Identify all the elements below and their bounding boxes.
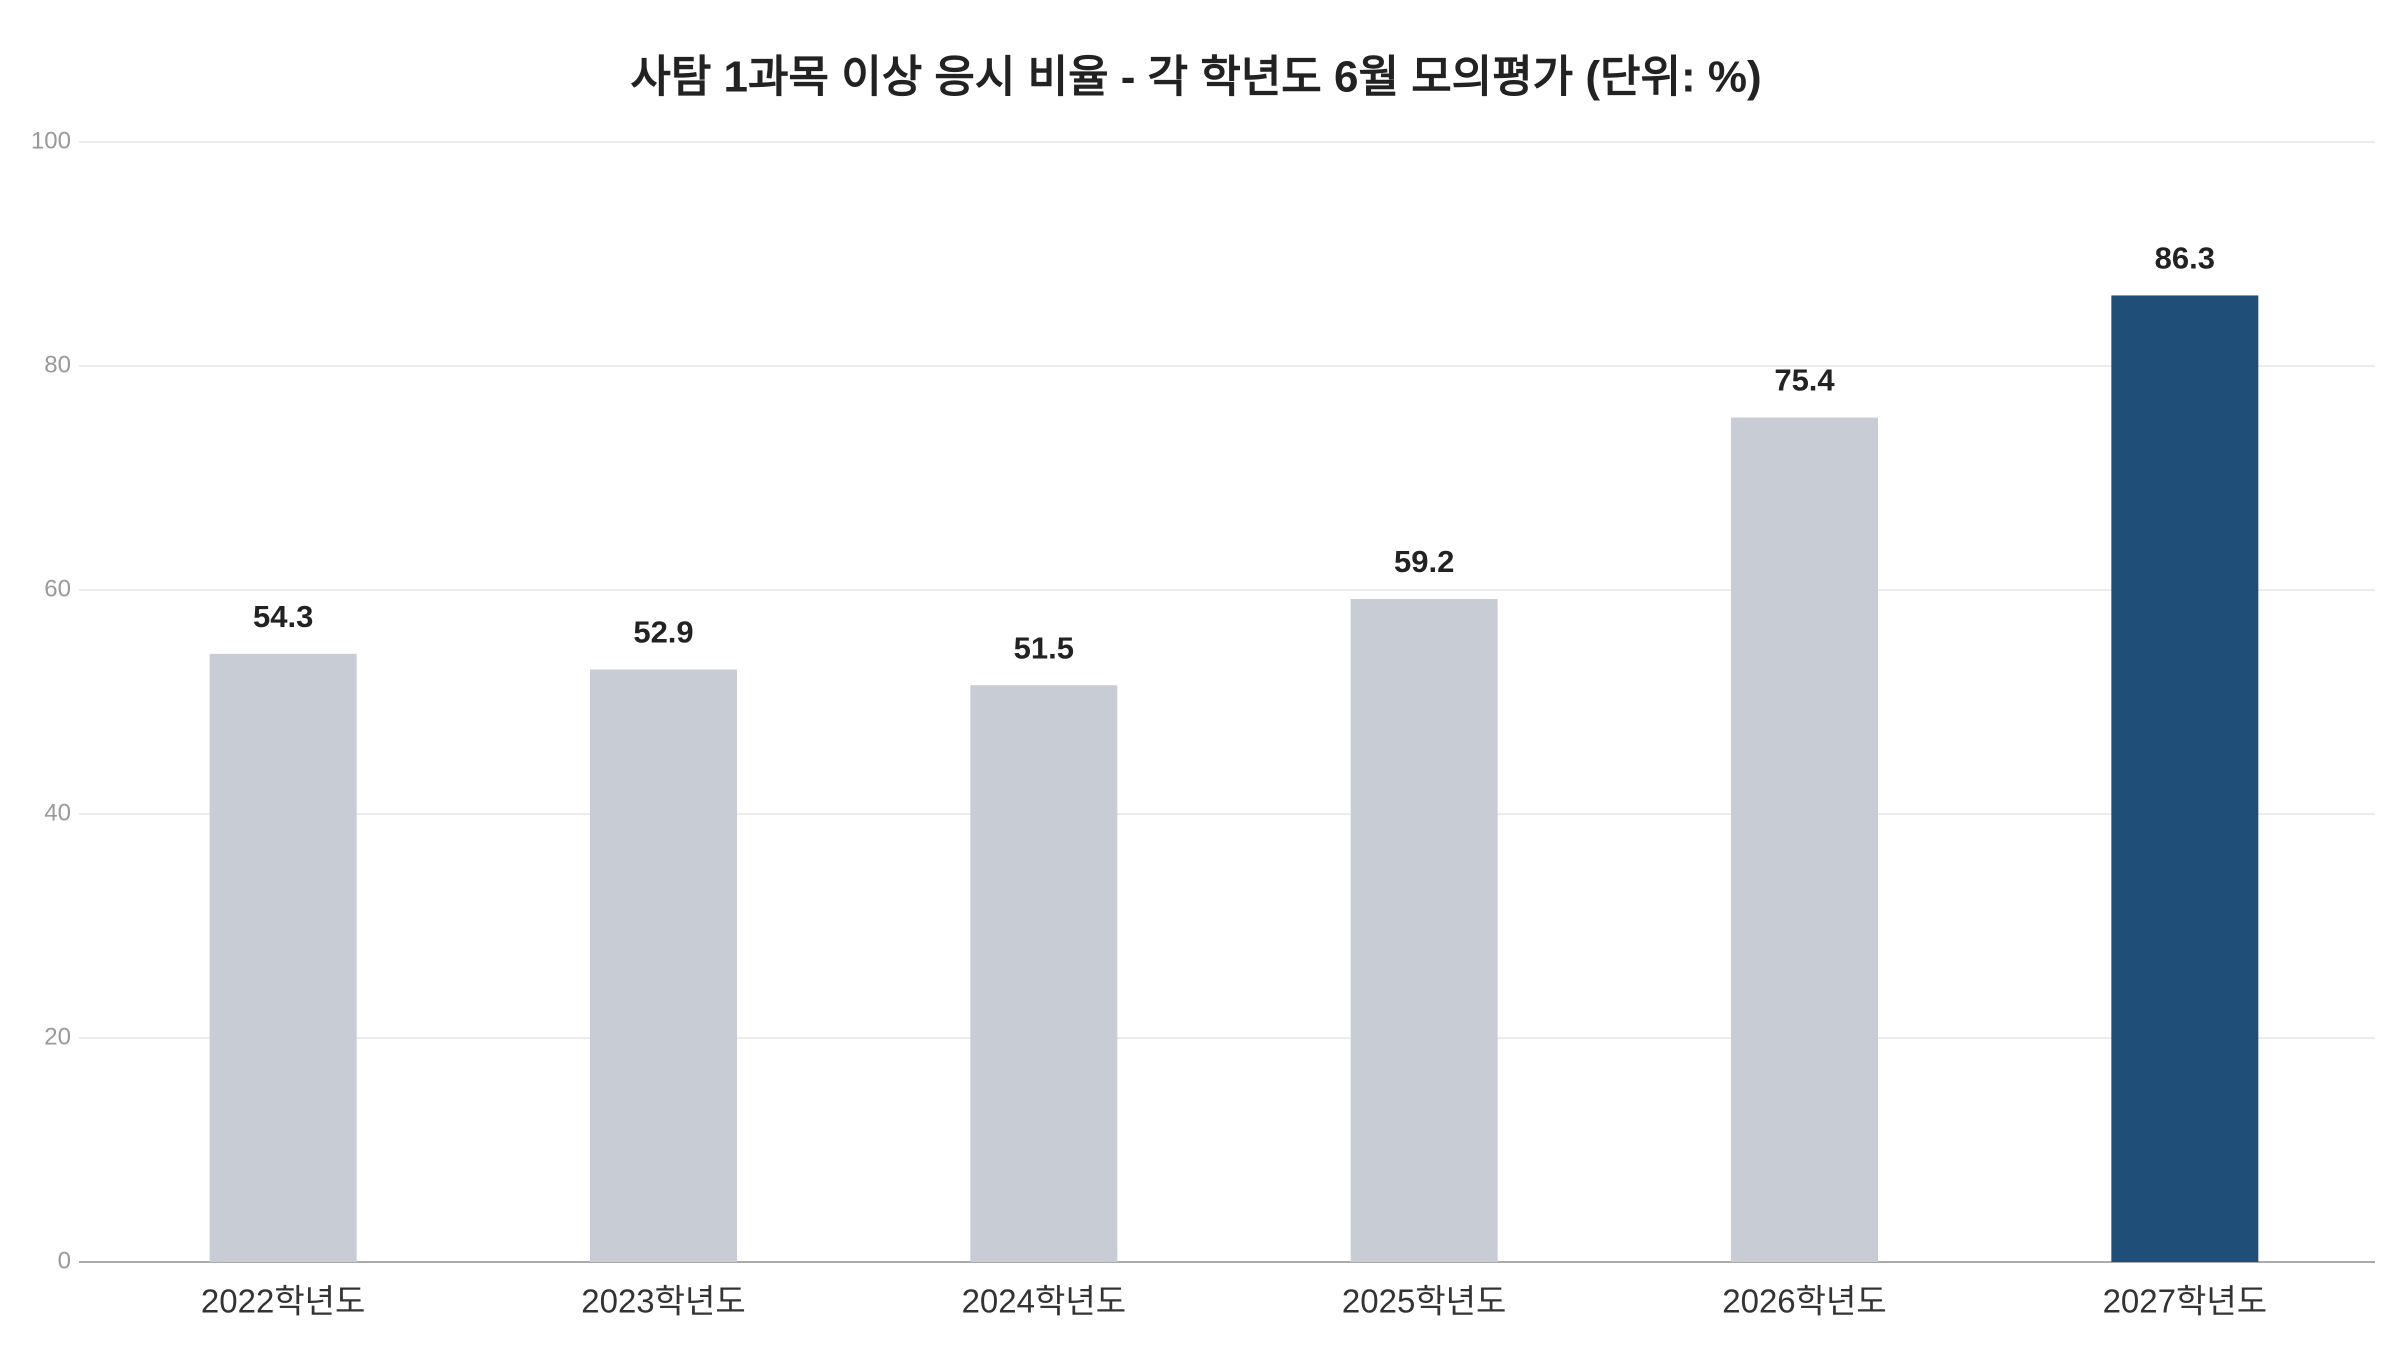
- value-label: 51.5: [1014, 630, 1074, 665]
- y-tick-label: 60: [44, 575, 71, 602]
- y-tick-label: 20: [44, 1023, 71, 1050]
- value-label: 52.9: [633, 615, 693, 650]
- x-tick-label: 2024학년도: [962, 1283, 1127, 1320]
- x-tick-label: 2025학년도: [1342, 1283, 1507, 1320]
- value-label: 75.4: [1774, 363, 1835, 398]
- bar: [970, 685, 1118, 1262]
- value-label: 54.3: [253, 599, 313, 634]
- y-tick-label: 80: [44, 351, 71, 378]
- x-tick-label: 2022학년도: [201, 1283, 366, 1320]
- value-label: 59.2: [1394, 544, 1454, 579]
- x-tick-label: 2027학년도: [2103, 1283, 2268, 1320]
- bar: [1350, 598, 1498, 1262]
- bar: [590, 669, 737, 1262]
- x-tick-label: 2026학년도: [1722, 1283, 1887, 1320]
- bar: [2111, 295, 2259, 1262]
- y-tick-label: 40: [44, 799, 71, 826]
- chart-title: 사탐 1과목 이상 응시 비율 - 각 학년도 6월 모의평가 (단위: %): [630, 53, 1761, 102]
- x-tick-label: 2023학년도: [581, 1283, 746, 1320]
- y-tick-label: 0: [58, 1247, 71, 1274]
- bar: [209, 653, 357, 1262]
- bar: [1731, 417, 1878, 1262]
- y-tick-label: 100: [31, 127, 71, 154]
- value-label: 86.3: [2155, 241, 2215, 276]
